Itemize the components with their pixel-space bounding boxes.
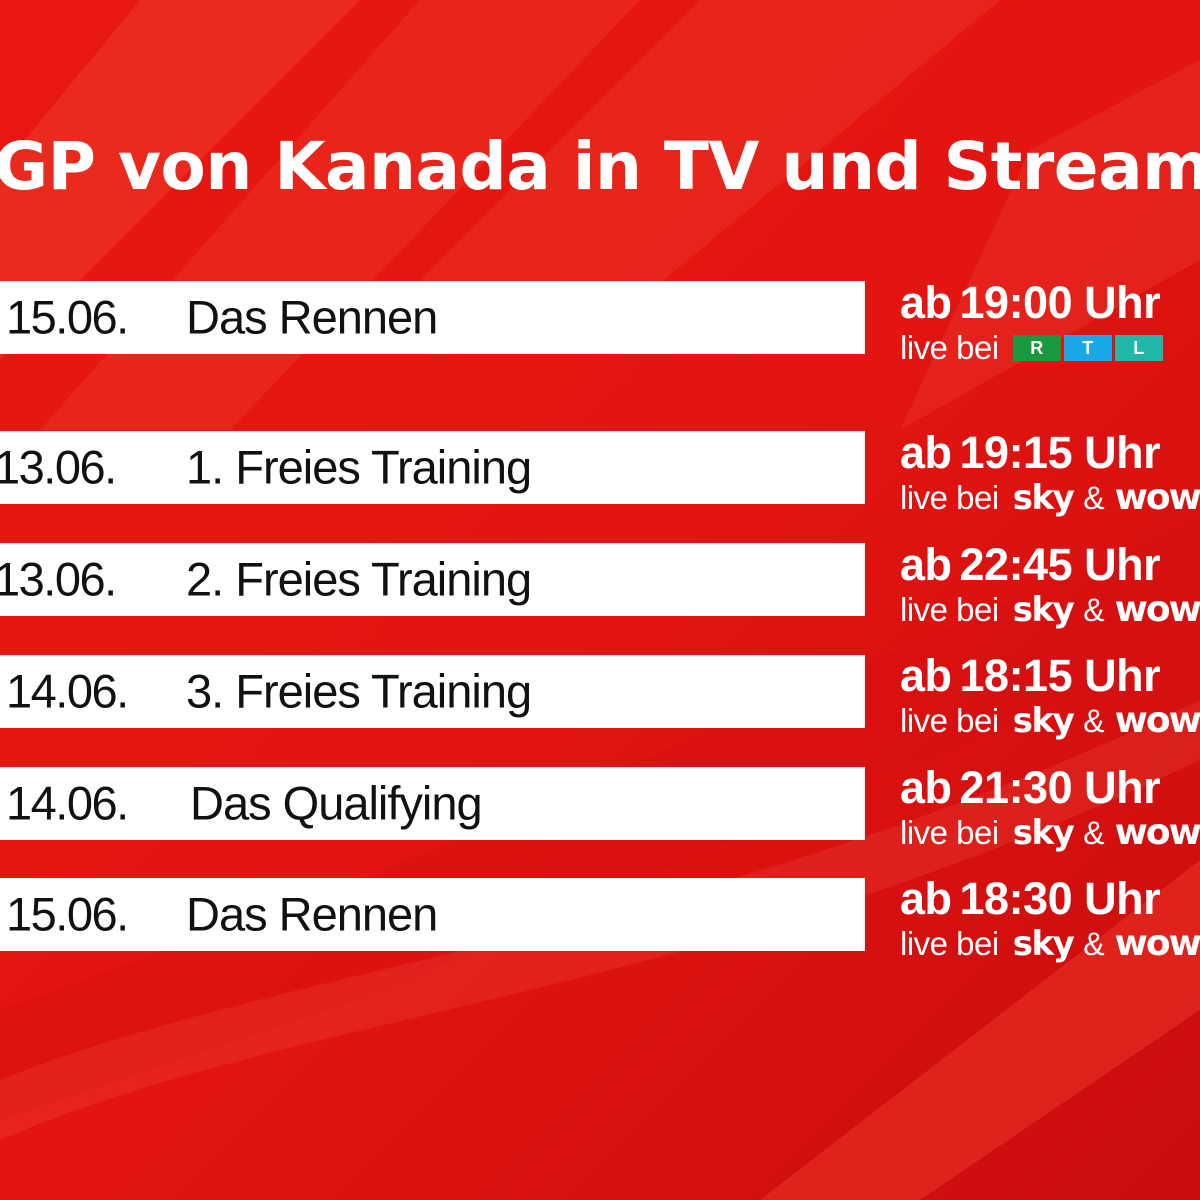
time-prefix: ab <box>900 280 952 328</box>
live-prefix: live bei <box>900 591 999 628</box>
live-line: live bei R T L <box>900 328 1200 368</box>
live-line: live bei sky & wow <box>900 812 1200 854</box>
time-value: 19:00 Uhr <box>959 280 1161 328</box>
live-line: live bei sky & wow <box>900 589 1200 631</box>
row-event: 2. Freies Training <box>186 551 532 605</box>
schedule-row: 13.06. 2. Freies Training <box>0 543 865 616</box>
separator: & <box>1083 926 1105 962</box>
row-date: 13.06. <box>0 551 117 605</box>
start-time: ab 19:15 Uhr <box>900 430 1200 476</box>
sky-logo: sky <box>1012 924 1075 964</box>
broadcast-info: ab 18:30 Uhr live bei sky & wow <box>900 876 1200 964</box>
rtl-logo-t: T <box>1063 335 1112 361</box>
live-line: live bei sky & wow <box>900 477 1200 519</box>
time-value: 18:15 Uhr <box>959 653 1161 701</box>
broadcast-info: ab 19:15 Uhr live bei sky & wow <box>900 430 1200 518</box>
broadcast-info: ab 22:45 Uhr live bei sky & wow <box>900 542 1200 630</box>
separator: & <box>1083 815 1105 851</box>
row-date: 14.06. <box>6 663 129 717</box>
schedule-row: 13.06. 1. Freies Training <box>0 431 865 504</box>
live-line: live bei sky & wow <box>900 700 1200 742</box>
rtl-logo-l: L <box>1114 335 1163 361</box>
start-time: ab 21:30 Uhr <box>900 765 1200 811</box>
start-time: ab 18:30 Uhr <box>900 876 1200 922</box>
time-prefix: ab <box>900 542 952 590</box>
row-date: 15.06. <box>6 289 129 343</box>
page-title: GP von Kanada in TV und Stream <box>0 128 1200 205</box>
row-date: 14.06. <box>6 775 129 829</box>
separator: & <box>1083 592 1105 628</box>
rtl-logo: R T L <box>1012 335 1163 361</box>
start-time: ab 22:45 Uhr <box>900 542 1200 588</box>
sky-logo: sky <box>1012 590 1075 630</box>
time-prefix: ab <box>900 876 952 924</box>
sky-logo: sky <box>1012 478 1075 518</box>
row-event: 3. Freies Training <box>186 663 532 717</box>
broadcast-info: ab 21:30 Uhr live bei sky & wow <box>900 765 1200 853</box>
live-prefix: live bei <box>900 479 999 516</box>
row-date: 13.06. <box>0 439 117 493</box>
start-time: ab 18:15 Uhr <box>900 653 1200 699</box>
separator: & <box>1083 703 1105 739</box>
schedule-row-race-rtl: 15.06. Das Rennen <box>0 281 865 354</box>
schedule-row: 14.06. 3. Freies Training <box>0 655 865 728</box>
time-prefix: ab <box>900 765 952 813</box>
time-prefix: ab <box>900 653 952 701</box>
row-event: Das Rennen <box>186 289 438 343</box>
live-prefix: live bei <box>900 702 999 739</box>
separator: & <box>1083 480 1105 516</box>
live-prefix: live bei <box>900 329 999 366</box>
sky-logo: sky <box>1012 813 1075 853</box>
wow-logo: wow <box>1114 589 1200 630</box>
row-event: Das Qualifying <box>190 775 483 829</box>
live-line: live bei sky & wow <box>900 923 1200 965</box>
row-date: 15.06. <box>6 886 129 940</box>
time-value: 22:45 Uhr <box>959 542 1161 590</box>
time-prefix: ab <box>900 430 952 478</box>
wow-logo: wow <box>1114 923 1200 964</box>
broadcast-info-rtl: ab 19:00 Uhr live bei R T L <box>900 280 1200 368</box>
wow-logo: wow <box>1114 812 1200 853</box>
row-event: Das Rennen <box>186 886 438 940</box>
time-value: 18:30 Uhr <box>959 876 1161 924</box>
schedule-row: 14.06. Das Qualifying <box>0 767 865 840</box>
live-prefix: live bei <box>900 814 999 851</box>
schedule-row: 15.06. Das Rennen <box>0 878 865 951</box>
sky-logo: sky <box>1012 701 1075 741</box>
row-event: 1. Freies Training <box>186 439 532 493</box>
wow-logo: wow <box>1114 700 1200 741</box>
broadcast-info: ab 18:15 Uhr live bei sky & wow <box>900 653 1200 741</box>
start-time: ab 19:00 Uhr <box>900 280 1200 326</box>
live-prefix: live bei <box>900 925 999 962</box>
rtl-logo-r: R <box>1012 335 1061 361</box>
wow-logo: wow <box>1114 477 1200 518</box>
time-value: 19:15 Uhr <box>959 430 1161 478</box>
time-value: 21:30 Uhr <box>959 765 1161 813</box>
